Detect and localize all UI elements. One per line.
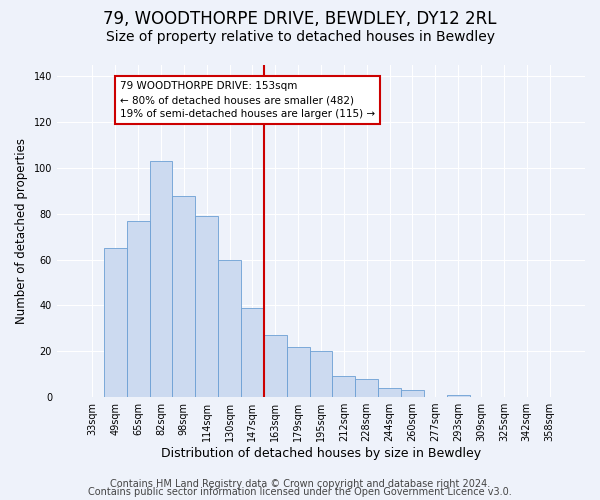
Bar: [401, 390, 424, 397]
Text: Contains HM Land Registry data © Crown copyright and database right 2024.: Contains HM Land Registry data © Crown c…: [110, 479, 490, 489]
Bar: [172, 196, 195, 397]
Y-axis label: Number of detached properties: Number of detached properties: [15, 138, 28, 324]
Bar: [195, 216, 218, 397]
Bar: [446, 395, 470, 397]
Bar: [149, 161, 172, 397]
Text: Size of property relative to detached houses in Bewdley: Size of property relative to detached ho…: [106, 30, 494, 44]
Bar: [355, 379, 378, 397]
Bar: [332, 376, 355, 397]
X-axis label: Distribution of detached houses by size in Bewdley: Distribution of detached houses by size …: [161, 447, 481, 460]
Bar: [287, 346, 310, 397]
Text: Contains public sector information licensed under the Open Government Licence v3: Contains public sector information licen…: [88, 487, 512, 497]
Text: 79 WOODTHORPE DRIVE: 153sqm
← 80% of detached houses are smaller (482)
19% of se: 79 WOODTHORPE DRIVE: 153sqm ← 80% of det…: [120, 81, 375, 119]
Bar: [218, 260, 241, 397]
Bar: [241, 308, 264, 397]
Bar: [264, 335, 287, 397]
Bar: [127, 220, 149, 397]
Bar: [378, 388, 401, 397]
Bar: [104, 248, 127, 397]
Bar: [310, 352, 332, 397]
Text: 79, WOODTHORPE DRIVE, BEWDLEY, DY12 2RL: 79, WOODTHORPE DRIVE, BEWDLEY, DY12 2RL: [103, 10, 497, 28]
